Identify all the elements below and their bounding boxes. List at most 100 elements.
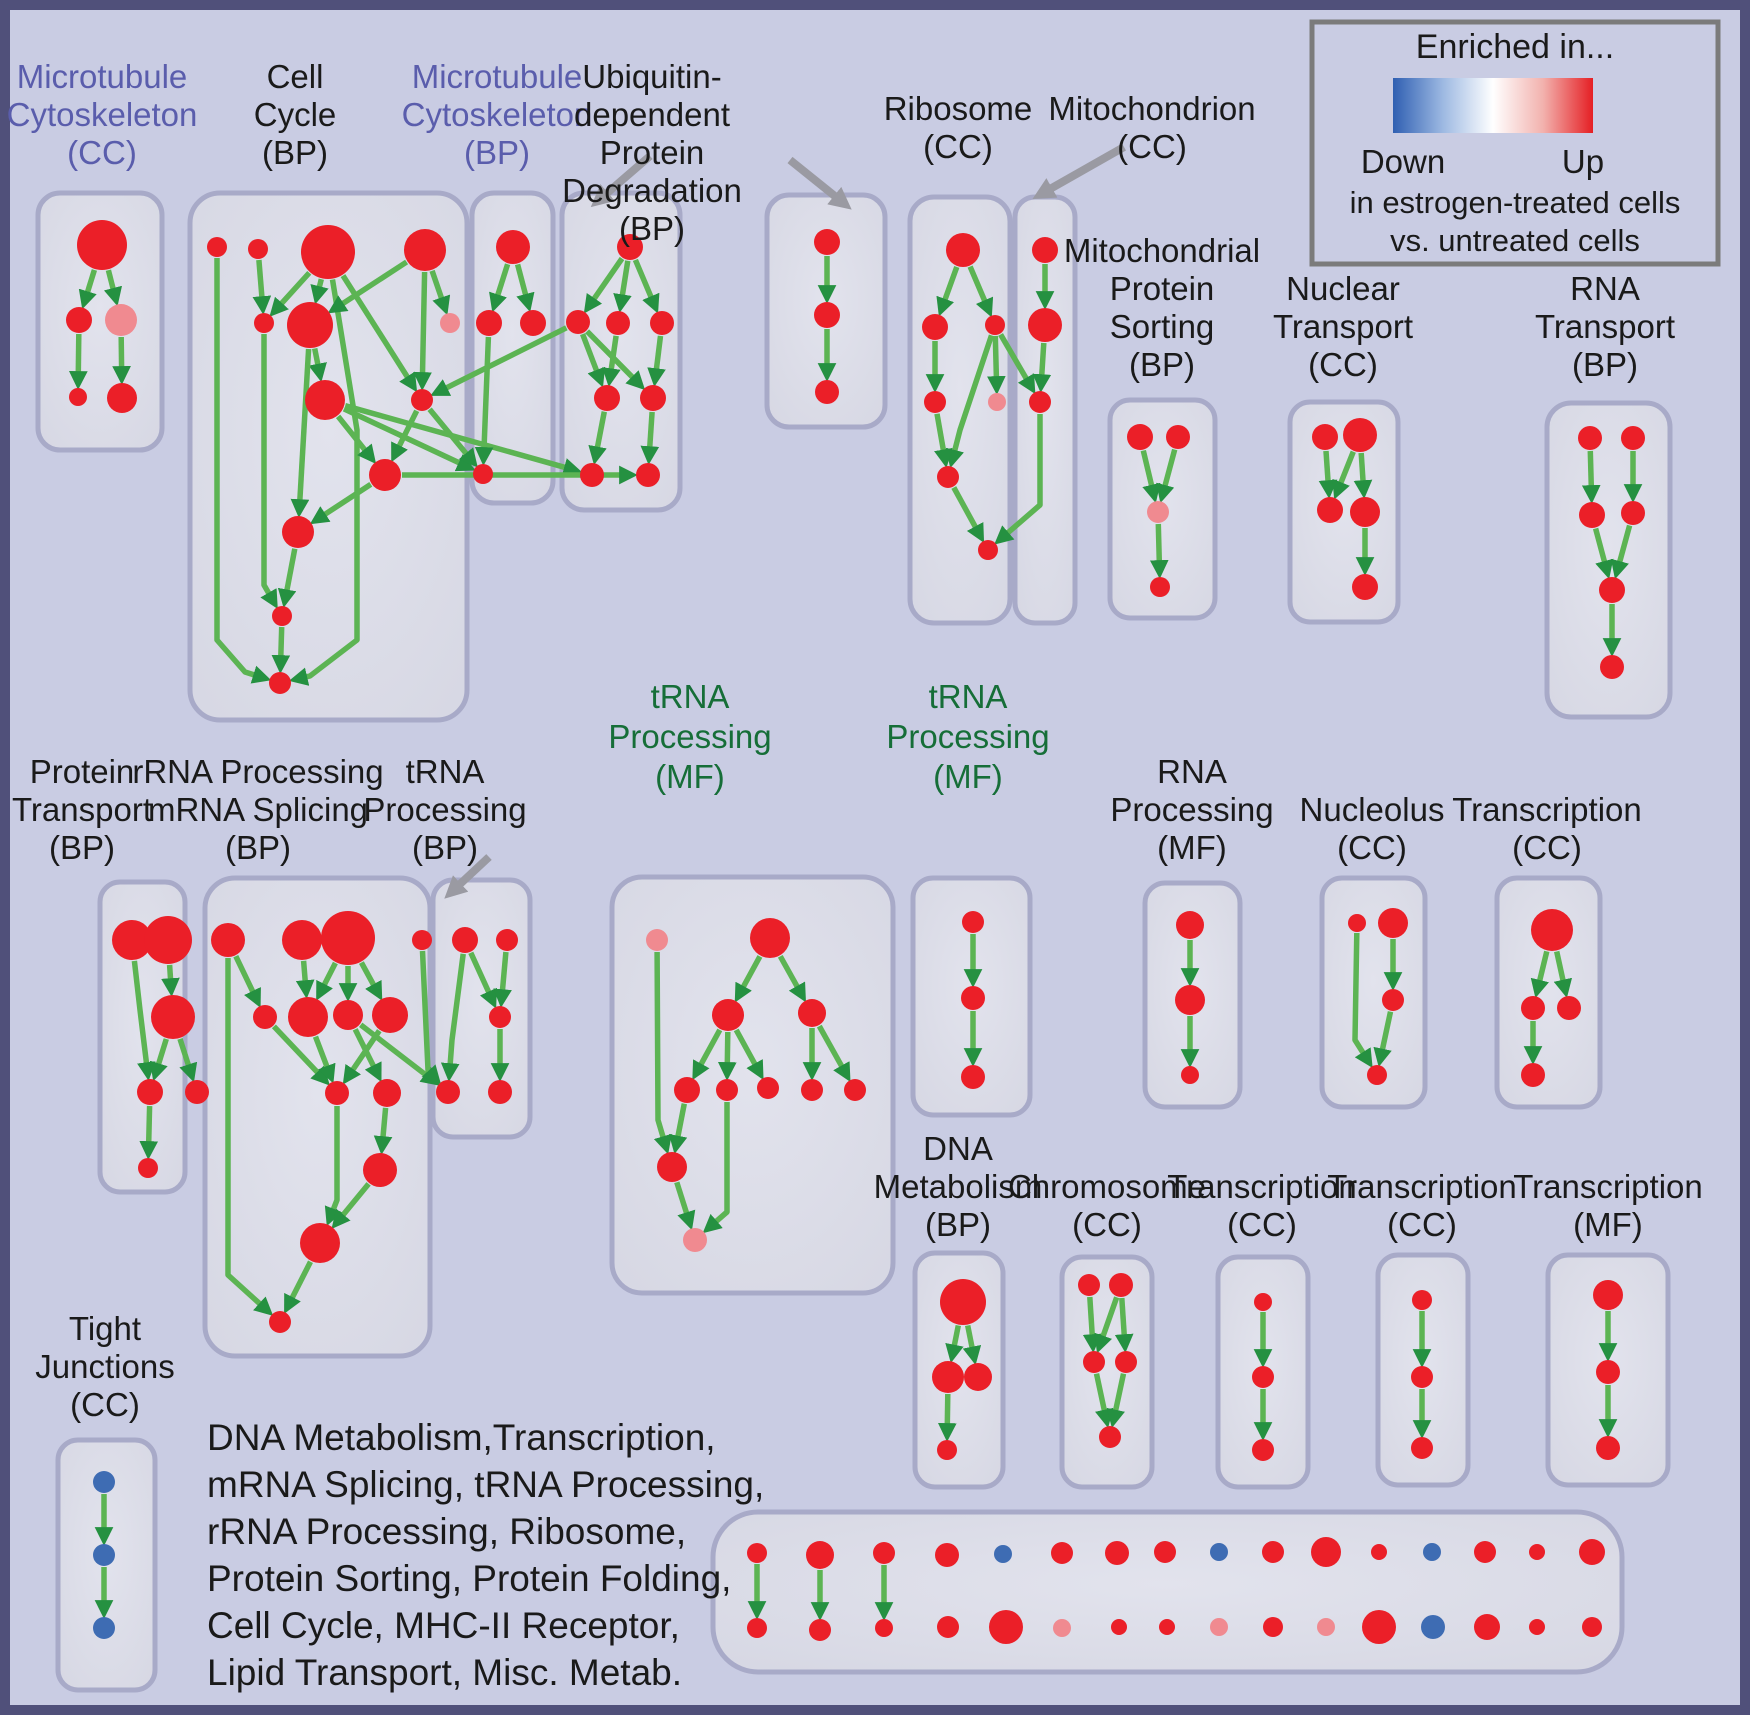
go-term-node-b16t: [1579, 1539, 1605, 1565]
go-term-node-rb7: [978, 540, 998, 560]
go-term-node-ch1: [1078, 1274, 1100, 1296]
go-term-node-x1b: [1252, 1366, 1274, 1388]
go-term-node-rr1: [211, 923, 245, 957]
label-pointer-arrow: [1032, 143, 1126, 199]
misc-clusters-text: DNA Metabolism,Transcription, mRNA Splici…: [207, 1417, 764, 1693]
go-term-node-ch2: [1109, 1273, 1133, 1297]
edge-arrow: [284, 1260, 313, 1314]
cluster-label: Tight Junctions (CC): [35, 1310, 174, 1423]
go-term-node-cc12: [272, 606, 292, 626]
go-term-node-mc3: [105, 304, 137, 336]
go-term-node-ub1: [617, 234, 643, 260]
edge-arrow: [103, 269, 123, 307]
go-term-node-rr11: [363, 1153, 397, 1187]
go-term-node-rb3: [985, 315, 1005, 335]
go-term-node-ub2: [566, 310, 590, 334]
edge-arrow: [335, 414, 377, 464]
go-term-node-pt6: [138, 1158, 158, 1178]
edge-arrow: [309, 481, 373, 525]
edge-arrow: [295, 960, 315, 999]
go-term-node-b3b: [875, 1619, 893, 1637]
edge-arrow: [702, 1102, 730, 1234]
go-term-node-x3a: [1593, 1280, 1623, 1310]
go-term-node-tb3: [489, 1006, 511, 1028]
edge-layer: [68, 256, 1643, 1621]
edge-arrow: [934, 413, 953, 468]
edge-arrow: [733, 1028, 764, 1080]
go-term-node-b6t: [1051, 1542, 1073, 1564]
go-term-node-rt6: [1600, 655, 1624, 679]
legend-up-label: Up: [1562, 143, 1604, 180]
go-term-node-tm6: [716, 1079, 738, 1101]
go-term-node-ms1: [1127, 424, 1153, 450]
go-term-node-mc2: [66, 307, 92, 333]
edge-arrow: [271, 1024, 330, 1086]
go-term-node-tj3: [93, 1617, 115, 1639]
edge-arrow: [613, 260, 632, 313]
go-term-node-cc13: [269, 672, 291, 694]
edge-arrow: [734, 955, 763, 1003]
go-term-node-tb5: [488, 1080, 512, 1104]
go-term-node-uv2: [814, 302, 840, 328]
go-term-node-nt1: [1312, 424, 1338, 450]
go-term-node-b14b: [1474, 1614, 1500, 1640]
edge-arrow: [777, 954, 806, 1003]
cluster-label: tRNA Processing (MF): [608, 678, 771, 795]
legend-subtitle-1: in estrogen-treated cells: [1350, 185, 1681, 220]
go-term-node-mb1: [496, 230, 530, 264]
cluster-label: Ubiquitin-dependent Protein Degradation (BP…: [562, 58, 742, 247]
edge-arrow: [1082, 1296, 1102, 1353]
go-term-node-b4t: [935, 1543, 959, 1567]
cluster-box-misc-clusters: [710, 1509, 1625, 1675]
go-term-node-ts2: [961, 986, 985, 1010]
edge-arrow: [324, 1106, 343, 1227]
go-term-node-mb3: [520, 310, 546, 336]
go-term-node-b5t: [994, 1545, 1012, 1563]
cluster-label: DNA Metabolism (BP): [874, 1130, 1043, 1243]
go-term-node-b11t: [1311, 1537, 1341, 1567]
go-term-node-ub5: [594, 385, 620, 411]
edge-arrow: [413, 271, 432, 391]
cluster-label: Protein Transport (BP): [12, 753, 152, 866]
go-term-node-tm5: [674, 1077, 700, 1103]
edge-arrow: [288, 279, 360, 686]
go-term-node-x3b: [1596, 1360, 1620, 1384]
cluster-label: rRNA Processing mRNA Splicing (BP): [132, 753, 383, 866]
edge-arrow: [1610, 524, 1633, 580]
go-term-node-t2b: [1521, 996, 1545, 1020]
edge-arrow: [632, 258, 660, 314]
go-term-node-rr3: [321, 911, 375, 965]
go-term-node-cc2: [248, 239, 268, 259]
cluster-label: Transcription (CC): [1327, 1168, 1517, 1243]
go-term-node-cc6: [287, 302, 333, 348]
edge-arrow: [290, 348, 312, 518]
go-term-node-mc5: [107, 383, 137, 413]
edge-arrow: [419, 950, 442, 1085]
label-pointer-arrow: [590, 152, 653, 208]
edge-arrow: [316, 961, 338, 1001]
go-term-node-rb2: [922, 314, 948, 340]
go-term-node-mt2: [1028, 308, 1062, 342]
cluster-label: Microtubule Cytoskeleton (BP): [402, 58, 593, 171]
legend-gradient-bar: [1393, 78, 1593, 133]
go-term-node-tm3: [712, 999, 744, 1031]
go-term-node-rp3: [1181, 1066, 1199, 1084]
edge-arrow: [468, 951, 497, 1009]
edge-arrow: [717, 1031, 737, 1081]
edge-arrow: [359, 1022, 440, 1086]
edge-arrow: [998, 333, 1036, 395]
go-term-node-rr7: [333, 1000, 363, 1030]
go-term-node-ub3: [606, 311, 630, 335]
go-term-node-cc8: [305, 380, 345, 420]
edge-arrow: [493, 951, 512, 1008]
edge-arrow: [647, 335, 666, 387]
go-term-node-pt3: [151, 995, 195, 1039]
go-term-node-t2c: [1557, 996, 1581, 1020]
go-term-node-b14t: [1474, 1541, 1496, 1563]
go-term-node-ch4: [1115, 1351, 1137, 1373]
edge-arrow: [951, 486, 985, 543]
go-term-node-b9t: [1210, 1543, 1228, 1561]
go-term-node-cc4: [404, 229, 446, 271]
go-term-node-pt1: [112, 920, 152, 960]
go-term-node-b7t: [1105, 1541, 1129, 1565]
